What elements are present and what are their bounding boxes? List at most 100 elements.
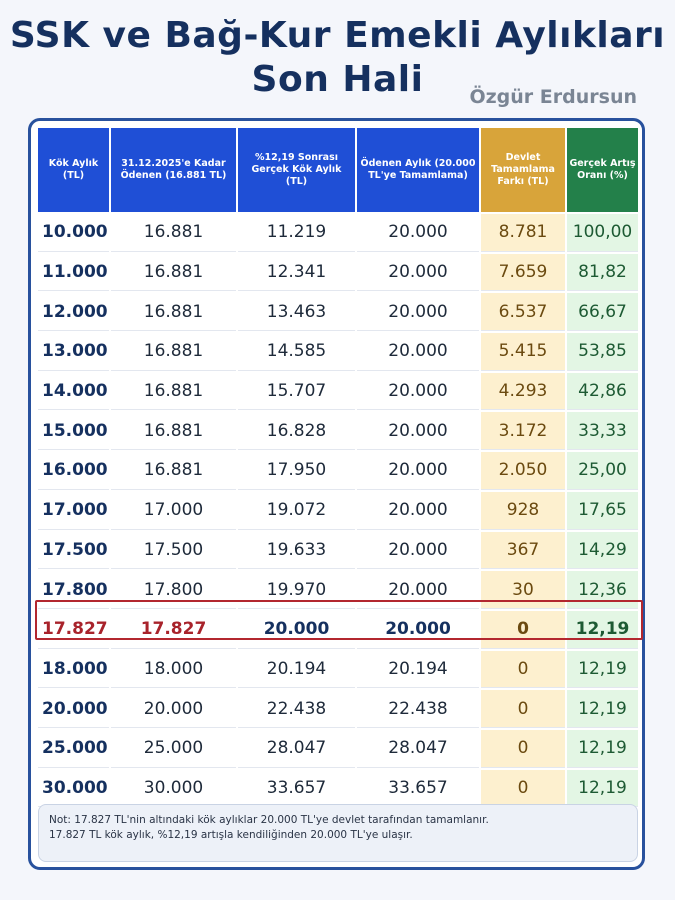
table-row: 13.000 16.881 14.585 20.000 5.415 53,85 [38, 333, 638, 371]
table-cell: 30.000 [111, 769, 236, 808]
table-cell: 12.000 [38, 293, 109, 332]
table-row: 30.000 30.000 33.657 33.657 0 12,19 [38, 769, 638, 808]
table-cell: 17.827 [111, 610, 236, 649]
table-cell: 25.000 [111, 729, 236, 768]
table-cell: 14.000 [38, 372, 109, 411]
table-cell: 16.881 [111, 412, 236, 451]
table-row: 14.000 16.881 15.707 20.000 4.293 42,86 [38, 372, 638, 411]
table-cell: 22.438 [357, 690, 479, 728]
table-cell: 5.415 [481, 333, 565, 371]
footnote-line-2: 17.827 TL kök aylık, %12,19 artışla kend… [49, 829, 413, 841]
table-cell: 20.194 [238, 650, 355, 689]
table-cell: 17.827 [38, 610, 109, 649]
page-title: SSK ve Bağ-Kur Emekli Aylıkları Son Hali [0, 14, 675, 102]
header-kok-aylik: Kök Aylık (TL) [38, 128, 109, 212]
header-odenen-aylik: Ödenen Aylık (20.000 TL'ye Tamamlama) [357, 128, 479, 212]
table-cell: 17.800 [38, 571, 109, 609]
table-cell: 2.050 [481, 452, 565, 490]
table-cell: 4.293 [481, 372, 565, 411]
header-odenen-2025: 31.12.2025'e Kadar Ödenen (16.881 TL) [111, 128, 236, 212]
table-cell: 20.000 [357, 293, 479, 332]
table-cell: 12,19 [567, 690, 638, 728]
table-cell: 3.172 [481, 412, 565, 451]
table-cell: 20.000 [357, 491, 479, 530]
table-row: 15.000 16.881 16.828 20.000 3.172 33,33 [38, 412, 638, 451]
table-cell: 25.000 [38, 729, 109, 768]
table-cell: 16.881 [111, 333, 236, 371]
table-cell: 17.000 [38, 491, 109, 530]
table-cell: 16.881 [111, 293, 236, 332]
table-cell: 367 [481, 531, 565, 570]
table-row: 18.000 18.000 20.194 20.194 0 12,19 [38, 650, 638, 689]
header-devlet-farki: Devlet Tamamlama Farkı (TL) [481, 128, 565, 212]
table-cell: 17,65 [567, 491, 638, 530]
table-cell: 20.000 [238, 610, 355, 649]
table-cell: 20.000 [357, 412, 479, 451]
table-cell: 17.000 [111, 491, 236, 530]
table-cell: 0 [481, 610, 565, 649]
table-cell: 12,19 [567, 650, 638, 689]
table-cell: 0 [481, 690, 565, 728]
table-header-row: Kök Aylık (TL) 31.12.2025'e Kadar Ödenen… [38, 128, 638, 212]
table-cell: 66,67 [567, 293, 638, 332]
table-cell: 17.800 [111, 571, 236, 609]
table-row-highlighted: 17.827 17.827 20.000 20.000 0 12,19 [38, 610, 638, 649]
table-cell: 0 [481, 769, 565, 808]
header-artis-orani: Gerçek Artış Oranı (%) [567, 128, 638, 212]
table-row: 17.800 17.800 19.970 20.000 30 12,36 [38, 571, 638, 609]
table-cell: 28.047 [357, 729, 479, 768]
table-row: 11.000 16.881 12.341 20.000 7.659 81,82 [38, 253, 638, 292]
table-cell: 33.657 [238, 769, 355, 808]
table-cell: 25,00 [567, 452, 638, 490]
table-cell: 28.047 [238, 729, 355, 768]
table-cell: 18.000 [38, 650, 109, 689]
table-row: 20.000 20.000 22.438 22.438 0 12,19 [38, 690, 638, 728]
author-name: Özgür Erdursun [469, 86, 637, 108]
table-cell: 12,19 [567, 769, 638, 808]
pension-table: Kök Aylık (TL) 31.12.2025'e Kadar Ödenen… [36, 126, 640, 809]
table-cell: 10.000 [38, 214, 109, 252]
table-cell: 0 [481, 729, 565, 768]
table-cell: 16.828 [238, 412, 355, 451]
table-cell: 20.194 [357, 650, 479, 689]
table-cell: 20.000 [357, 333, 479, 371]
table-cell: 7.659 [481, 253, 565, 292]
table-cell: 14,29 [567, 531, 638, 570]
table-cell: 17.950 [238, 452, 355, 490]
footnote-box: Not: 17.827 TL'nin altındaki kök aylıkla… [38, 804, 638, 862]
table-cell: 16.000 [38, 452, 109, 490]
table-cell: 20.000 [357, 452, 479, 490]
table-row: 17.500 17.500 19.633 20.000 367 14,29 [38, 531, 638, 570]
table-cell: 928 [481, 491, 565, 530]
table-cell: 19.072 [238, 491, 355, 530]
table-cell: 33,33 [567, 412, 638, 451]
table-cell: 18.000 [111, 650, 236, 689]
title-line-2: Son Hali [251, 59, 424, 100]
footnote-line-1: Not: 17.827 TL'nin altındaki kök aylıkla… [49, 814, 489, 826]
table-cell: 11.219 [238, 214, 355, 252]
table-cell: 16.881 [111, 452, 236, 490]
table-cell: 15.707 [238, 372, 355, 411]
table-cell: 20.000 [357, 214, 479, 252]
table-row: 25.000 25.000 28.047 28.047 0 12,19 [38, 729, 638, 768]
table-cell: 17.500 [111, 531, 236, 570]
table-cell: 0 [481, 650, 565, 689]
table-cell: 42,86 [567, 372, 638, 411]
table-cell: 20.000 [357, 253, 479, 292]
table-cell: 30.000 [38, 769, 109, 808]
table-cell: 12.341 [238, 253, 355, 292]
title-line-1: SSK ve Bağ-Kur Emekli Aylıkları [9, 15, 666, 56]
header-gercek-kok-aylik: %12,19 Sonrası Gerçek Kök Aylık (TL) [238, 128, 355, 212]
table-cell: 19.970 [238, 571, 355, 609]
table-cell: 30 [481, 571, 565, 609]
table-cell: 13.463 [238, 293, 355, 332]
table-cell: 20.000 [357, 531, 479, 570]
table-cell: 33.657 [357, 769, 479, 808]
table-cell: 20.000 [357, 610, 479, 649]
table-cell: 17.500 [38, 531, 109, 570]
table-cell: 81,82 [567, 253, 638, 292]
table-cell: 100,00 [567, 214, 638, 252]
table-cell: 22.438 [238, 690, 355, 728]
table-cell: 19.633 [238, 531, 355, 570]
table-cell: 16.881 [111, 253, 236, 292]
